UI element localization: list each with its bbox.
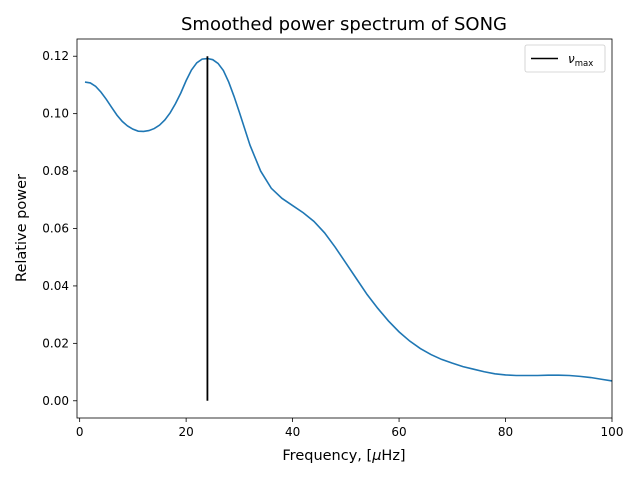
x-axis-label-prefix: Frequency, [ xyxy=(282,448,372,464)
x-axis-label-suffix: Hz] xyxy=(381,448,405,464)
x-axis: 0 20 40 60 80 100 xyxy=(76,418,624,439)
y-tick-label: 0.08 xyxy=(42,164,69,178)
x-tick-label: 80 xyxy=(498,425,513,439)
x-tick-label: 40 xyxy=(285,425,300,439)
legend-nu-subscript: max xyxy=(575,59,594,69)
legend-nu-symbol: ν xyxy=(568,52,575,66)
y-axis: 0.00 0.02 0.04 0.06 0.08 0.10 0.12 xyxy=(42,49,77,408)
legend-frame xyxy=(524,44,606,73)
x-tick-label: 20 xyxy=(178,425,193,439)
y-tick-label: 0.12 xyxy=(42,49,69,63)
legend: νmax xyxy=(524,44,606,73)
x-axis-label-mu: μ xyxy=(371,448,381,464)
x-axis-label: Frequency, [μHz] xyxy=(282,448,405,464)
legend-label-nu-max: νmax xyxy=(568,52,593,69)
plot-frame xyxy=(76,38,613,419)
y-tick-label: 0.04 xyxy=(42,279,69,293)
plot-area xyxy=(84,56,613,401)
series-line-0 xyxy=(84,57,613,382)
y-tick-label: 0.00 xyxy=(42,394,69,408)
y-tick-label: 0.10 xyxy=(42,107,69,121)
chart-title: Smoothed power spectrum of SONG xyxy=(181,14,507,35)
y-tick-label: 0.06 xyxy=(42,222,69,236)
y-axis-label: Relative power xyxy=(14,174,30,282)
x-tick-label: 0 xyxy=(76,425,84,439)
y-tick-label: 0.02 xyxy=(42,336,69,350)
x-tick-label: 100 xyxy=(601,425,624,439)
x-tick-label: 60 xyxy=(391,425,406,439)
